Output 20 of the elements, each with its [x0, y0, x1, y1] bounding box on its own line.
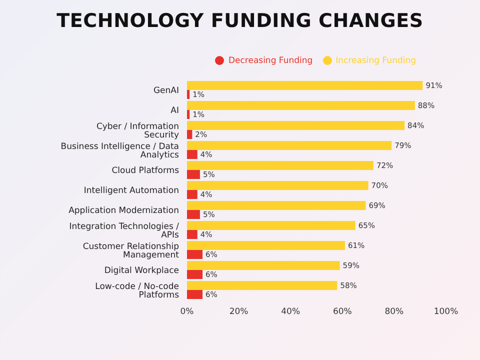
legend-label: Decreasing Funding [228, 56, 313, 66]
y-tick-label: Digital Workplace [104, 266, 179, 276]
y-tick-label: Business Intelligence / Data Analytics [60, 142, 180, 160]
x-tick-label: 80% [384, 307, 404, 318]
x-tick-label: 0% [180, 307, 194, 318]
y-tick-label: Application Modernization [68, 206, 179, 216]
y-tick-label: AI [170, 106, 179, 116]
x-tick-label: 100% [434, 307, 458, 318]
y-tick-label: Low-code / No-code Platforms [95, 282, 180, 300]
x-tick-label: 20% [229, 307, 248, 318]
x-tick-label: 40% [281, 307, 300, 318]
x-tick-label: 60% [332, 307, 352, 318]
y-tick-label: Customer Relationship Management [82, 242, 180, 260]
legend-label: Increasing Funding [336, 56, 416, 66]
y-tick-label: Cyber / Information Security [96, 122, 179, 140]
y-tick-label: Intelligent Automation [84, 186, 179, 196]
chart-title: TECHNOLOGY FUNDING CHANGES [56, 10, 424, 32]
y-tick-label: Cloud Platforms [112, 166, 180, 176]
y-tick-label: GenAI [153, 86, 179, 96]
y-tick-label: Integration Technologies / APIs [69, 222, 180, 240]
